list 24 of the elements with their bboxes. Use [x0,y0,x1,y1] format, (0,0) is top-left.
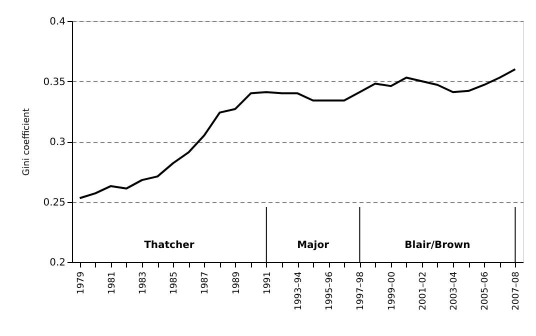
x-tick-label: 1983 [138,272,148,294]
annotation: Major [297,240,330,251]
x-tick-label: 2003–04 [450,271,460,310]
x-tick-label: 2005–06 [480,271,491,310]
x-tick-label: 1991 [262,272,273,294]
x-tick-label: 1989 [232,271,242,294]
y-axis-title: Gini coefficient [22,108,32,176]
x-tick-label: 2001–02 [418,272,428,310]
x-tick-label: 1985 [170,272,180,294]
x-tick-label: 1981 [107,272,118,294]
x-tick-label: 2007–08 [512,271,522,310]
x-tick-label: 1995–96 [325,271,336,310]
y-tick-label: 0.25 [43,197,66,208]
y-tick-label: 0.3 [50,137,66,148]
x-tick-label: 1987 [200,272,211,294]
x-tick-label: 1997–98 [356,271,366,310]
x-tick-label: 1999–00 [387,271,398,310]
annotation: Blair/Brown [404,240,470,251]
annotation: Thatcher [144,240,194,251]
y-tick-label: 0.4 [50,16,66,28]
x-tick-label: 1979 [76,271,86,294]
y-tick-label: 0.2 [50,258,66,268]
y-tick-label: 0.35 [43,76,66,88]
x-tick-label: 1993–94 [294,271,304,310]
